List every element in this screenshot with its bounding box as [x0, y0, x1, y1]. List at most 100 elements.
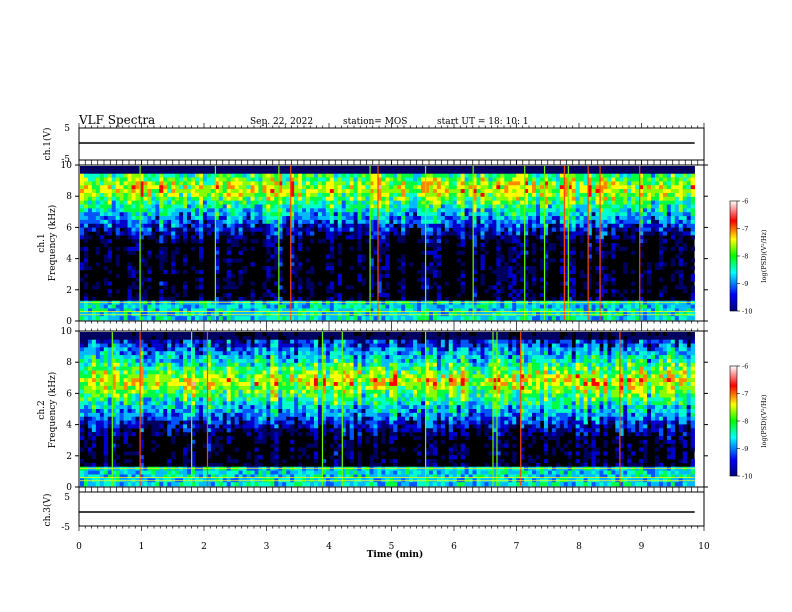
spectrogram-cell — [329, 189, 335, 194]
spectrogram-cell — [131, 482, 136, 487]
spectrogram-cell — [246, 308, 251, 313]
spectrogram-cell — [587, 173, 592, 178]
spectrogram-cell — [520, 189, 525, 194]
spectrogram-cell — [571, 266, 576, 271]
spectrogram-cell — [623, 316, 628, 321]
spectrogram-cell — [539, 239, 545, 244]
spectrogram-cell — [87, 401, 93, 406]
spectrogram-cell — [270, 227, 275, 232]
spectrogram-cell — [357, 258, 362, 263]
spectrogram-cell — [206, 231, 212, 236]
spectrogram-cell — [270, 204, 275, 209]
spectrogram-cell — [270, 235, 275, 240]
spectrogram-cell — [95, 300, 101, 305]
spectrogram-cell — [555, 308, 561, 313]
spectrogram-cell — [496, 192, 501, 198]
spectrogram-cell — [111, 389, 116, 394]
spectrogram-cell — [183, 200, 188, 205]
spectrogram-cell — [163, 208, 168, 213]
spectrogram-cell — [294, 181, 299, 186]
spectrogram-cell — [662, 200, 668, 205]
spectrogram-cell — [496, 196, 501, 201]
spectrogram-cell — [329, 262, 335, 267]
spectrogram-cell — [361, 304, 366, 309]
spectrogram-cell — [103, 351, 109, 356]
spectrogram-cell — [496, 293, 501, 298]
spectrogram-cell — [583, 196, 588, 201]
spectrogram-cell — [385, 235, 390, 240]
spectrogram-cell — [325, 227, 331, 232]
spectrogram-cell — [647, 196, 652, 201]
spectrogram-cell — [274, 266, 279, 271]
spectrogram-cell — [246, 177, 251, 182]
spectrogram-cell — [250, 219, 255, 225]
spectrogram-cell — [635, 192, 640, 198]
spectrogram-cell — [302, 204, 307, 209]
spectrogram-cell — [127, 227, 132, 232]
spectrogram-cell — [520, 273, 525, 278]
spectrogram-cell — [159, 246, 164, 251]
spectrogram-cell — [179, 227, 184, 232]
spectrogram-cell — [87, 192, 93, 198]
spectrogram-cell — [341, 212, 346, 217]
spectrogram-cell — [278, 273, 283, 278]
spectrogram-cell — [119, 173, 124, 178]
spectrogram-cell — [444, 219, 450, 225]
spectrogram-cell — [401, 308, 406, 313]
spectrogram-cell — [139, 293, 144, 298]
spectrogram-cell — [119, 339, 124, 344]
spectrogram-cell — [187, 196, 192, 201]
spectrogram-cell — [353, 312, 358, 317]
spectrogram-cell — [666, 200, 672, 205]
spectrogram-cell — [409, 196, 414, 201]
spectrogram-cell — [115, 332, 120, 337]
spectrogram-cell — [460, 285, 465, 290]
spectrogram-cell — [115, 316, 120, 321]
spectrogram-cell — [234, 216, 239, 221]
spectrogram-cell — [298, 227, 303, 232]
spectrogram-cell — [131, 397, 136, 402]
spectrogram-cell — [321, 219, 327, 225]
spectrogram-cell — [674, 219, 680, 225]
spectrogram-cell — [532, 231, 537, 236]
spectrogram-cell — [512, 223, 517, 228]
spectrogram-cell — [547, 169, 553, 174]
spectrogram-cell — [317, 304, 323, 309]
spectrogram-cell — [179, 304, 184, 309]
spectrogram-cell — [361, 204, 366, 209]
spectrogram-cell — [278, 316, 283, 321]
spectrogram-cell — [119, 409, 124, 414]
spectrogram-cell — [282, 300, 287, 305]
spectrogram-cell — [103, 424, 109, 429]
spectrogram-cell — [397, 235, 402, 240]
spectrogram-cell — [123, 304, 128, 309]
spectrogram-cell — [131, 177, 136, 182]
spectrogram-cell — [682, 246, 687, 251]
spectrogram-cell — [488, 300, 493, 305]
spectrogram-cell — [290, 296, 295, 302]
spectrogram-cell — [627, 219, 632, 225]
spectrogram-cell — [123, 351, 128, 356]
spectrogram-cell — [290, 173, 295, 178]
spectrogram-cell — [127, 216, 132, 221]
spectrogram-cell — [389, 212, 394, 217]
spectrogram-cell — [639, 177, 644, 182]
spectrogram-cell — [421, 169, 426, 174]
spectrogram-cell — [508, 308, 513, 313]
spectrogram-cell — [476, 173, 481, 178]
spectrogram-cell — [139, 258, 144, 263]
spectrogram-cell — [571, 250, 576, 255]
spectrogram-cell — [365, 223, 370, 228]
spectrogram-cell — [583, 185, 588, 190]
spectrogram-cell — [187, 192, 192, 198]
spectrogram-cell — [99, 351, 105, 356]
spectrogram-cell — [131, 281, 136, 286]
spectrogram-cell — [643, 269, 648, 275]
spectrogram-cell — [448, 192, 454, 198]
spectrogram-cell — [559, 223, 565, 228]
spectrogram-cell — [83, 212, 89, 217]
spectrogram-cell — [262, 266, 267, 271]
spectrogram-cell — [131, 355, 136, 360]
spectrogram-cell — [587, 200, 592, 205]
spectrogram-cell — [532, 273, 537, 278]
